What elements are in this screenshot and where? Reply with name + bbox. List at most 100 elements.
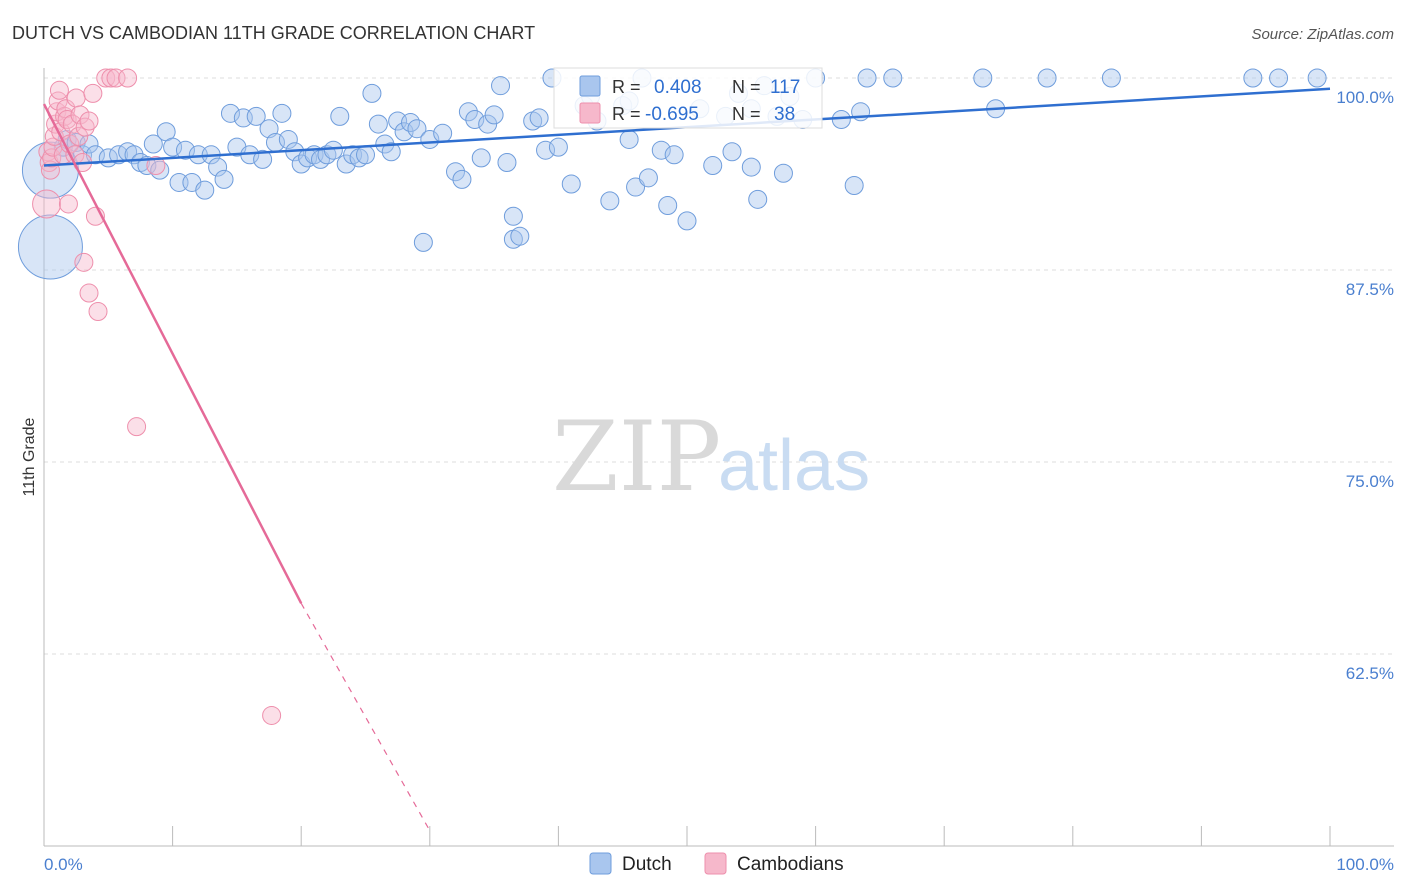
y-axis-label: 11th Grade	[21, 417, 38, 496]
dutch-point	[651, 140, 671, 160]
dutch-point	[638, 168, 658, 188]
legend-dutch-n-label: N =	[732, 77, 761, 97]
y-tick-label: 62.5%	[1346, 664, 1394, 683]
dutch-point	[491, 76, 511, 96]
legend-bottom-cambodian-label: Cambodians	[737, 854, 844, 875]
dutch-point	[17, 214, 83, 280]
legend-cambodian-n-label: N =	[732, 104, 761, 124]
dutch-point	[175, 140, 195, 160]
dutch-point	[1307, 68, 1327, 88]
cambodian-point	[55, 106, 75, 126]
cambodian-trend-extension	[300, 603, 431, 831]
dutch-point	[973, 68, 993, 88]
dutch-point	[407, 119, 427, 139]
x-tick-label-100: 100.0%	[1336, 855, 1394, 874]
y-tick-labels: 62.5% 75.0% 87.5% 100.0%	[1336, 88, 1394, 683]
dutch-point	[278, 129, 298, 149]
legend-dutch-swatch	[579, 75, 601, 97]
dutch-point	[413, 232, 433, 252]
cambodian-point	[262, 705, 282, 725]
x-tick-labels: 0.0% 100.0%	[44, 855, 1394, 874]
dutch-point	[703, 156, 723, 176]
axes	[43, 68, 1394, 847]
watermark-atlas: atlas	[718, 426, 870, 506]
cambodian-point	[79, 283, 99, 303]
dutch-point	[394, 122, 414, 142]
dutch-point	[773, 163, 793, 183]
dutch-point	[214, 169, 234, 189]
y-tick-label: 100.0%	[1336, 88, 1394, 107]
legend-bottom-dutch-label: Dutch	[622, 854, 672, 875]
cambodian-point	[96, 68, 116, 88]
dutch-point	[323, 140, 343, 160]
x-axis-ticks	[172, 826, 1331, 846]
dutch-point	[465, 109, 485, 129]
dutch-point	[446, 162, 466, 182]
dutch-point	[529, 108, 549, 128]
cambodian-point	[32, 189, 62, 219]
dutch-point	[741, 157, 761, 177]
dutch-point	[510, 226, 530, 246]
dutch-point	[1269, 68, 1289, 88]
dutch-point	[748, 189, 768, 209]
dutch-point	[536, 140, 556, 160]
dutch-point	[163, 137, 183, 157]
cambodian-point	[74, 252, 94, 272]
legend-dutch-n-value: 117	[770, 77, 800, 98]
legend-cambodian-n-value: 38	[774, 104, 795, 125]
legend-dutch-r-label: R =	[612, 77, 641, 97]
dutch-point	[330, 106, 350, 126]
dutch-point	[1101, 68, 1121, 88]
dutch-point	[548, 137, 568, 157]
cambodian-point	[101, 68, 121, 88]
dutch-point	[259, 119, 279, 139]
legend-cambodian-r-value: -0.695	[645, 104, 699, 125]
legend-top: R = 0.408 N = 117 R = -0.695 N = 38	[553, 67, 823, 129]
dutch-point	[362, 83, 382, 103]
dutch-point	[561, 174, 581, 194]
dutch-point	[503, 206, 523, 226]
dutch-point	[452, 169, 472, 189]
cambodian-trend-line	[42, 103, 303, 604]
dutch-point	[272, 103, 292, 123]
dutch-point	[626, 177, 646, 197]
dutch-point	[1243, 68, 1263, 88]
cambodian-point	[106, 68, 126, 88]
chart-source: Source: ZipAtlas.com	[1251, 26, 1394, 43]
legend-cambodian-swatch	[579, 102, 601, 124]
dutch-point	[208, 157, 228, 177]
chart-title: DUTCH VS CAMBODIAN 11TH GRADE CORRELATIO…	[12, 23, 535, 43]
legend-bottom-cambodian-swatch	[704, 852, 727, 875]
dutch-point	[458, 102, 478, 122]
legend-bottom-dutch-swatch	[589, 852, 612, 875]
dutch-point	[883, 68, 903, 88]
dutch-point	[722, 142, 742, 162]
dutch-point	[368, 114, 388, 134]
y-tick-label: 87.5%	[1346, 280, 1394, 299]
dutch-point	[253, 149, 273, 169]
dutch-point	[195, 180, 215, 200]
dutch-point	[381, 142, 401, 162]
dutch-point	[143, 134, 163, 154]
cambodian-point	[118, 68, 138, 88]
dutch-point	[619, 129, 639, 149]
cambodian-point	[83, 83, 103, 103]
cambodian-point	[69, 126, 89, 146]
watermark: ZIP atlas	[552, 401, 870, 513]
dutch-point	[356, 145, 375, 165]
dutch-point	[433, 123, 453, 143]
dutch-point	[246, 106, 266, 126]
dutch-point	[600, 191, 620, 211]
cambodian-points	[32, 68, 282, 725]
cambodian-point	[66, 88, 86, 108]
x-tick-label-0: 0.0%	[44, 855, 83, 874]
cambodian-point	[49, 80, 69, 100]
dutch-point	[664, 145, 684, 165]
cambodian-point	[88, 301, 108, 321]
dutch-point	[844, 176, 864, 196]
cambodian-point	[146, 156, 166, 176]
y-tick-label: 75.0%	[1346, 472, 1394, 491]
legend-bottom: Dutch Cambodians	[589, 852, 844, 875]
cambodian-point	[79, 111, 99, 131]
